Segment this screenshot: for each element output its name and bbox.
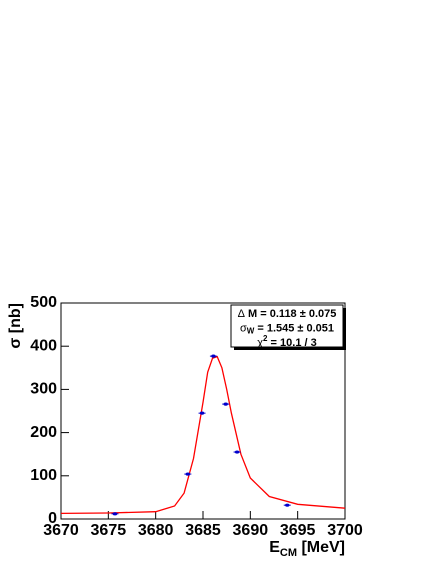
stat-box: [230, 304, 344, 348]
x-tick-label: 3685: [185, 522, 221, 539]
data-point: [211, 354, 216, 358]
fit-curve: [60, 355, 346, 515]
x-tick-label: 3690: [233, 522, 269, 539]
x-tick-label: 3675: [91, 522, 127, 539]
stat-text: = 1.545 ± 0.051: [254, 322, 334, 334]
x-tick-label: 3695: [280, 522, 316, 539]
stat-line: σW = 1.545 ± 0.051: [240, 322, 334, 335]
data-point: [234, 450, 240, 454]
stat-line: χ2 = 10.1 / 3: [257, 334, 316, 349]
data-point: [185, 472, 191, 476]
y-tick-label: 200: [30, 424, 57, 441]
data-point: [199, 411, 205, 415]
stat-sup: 2: [263, 334, 268, 343]
x-label-rest: [MeV]: [297, 539, 345, 556]
stat-line: Δ M = 0.118 ± 0.075: [238, 308, 337, 320]
data-point: [112, 512, 118, 516]
x-label-main: E: [269, 539, 280, 556]
y-tick-label: 100: [30, 467, 57, 484]
stat-symbol: σ: [240, 322, 247, 334]
y-tick-label: 0: [48, 510, 57, 527]
x-axis-label: ECM [MeV]: [269, 539, 345, 559]
stats: Δ M = 0.118 ± 0.075 σW = 1.545 ± 0.051χ2 …: [238, 308, 337, 349]
stat-text: = 10.1 / 3: [268, 337, 317, 349]
data-point: [285, 503, 290, 507]
x-label-sub: CM: [280, 547, 297, 559]
y-tick-label: 500: [30, 294, 57, 311]
data-point: [223, 402, 228, 406]
stat-symbol: χ: [257, 337, 263, 349]
x-tick-label: 3700: [327, 522, 363, 539]
x-tick-label: 3670: [43, 522, 79, 539]
y-tick-label: 400: [30, 337, 57, 354]
y-tick-label: 300: [30, 381, 57, 398]
stat-text: M = 0.118 ± 0.075: [245, 308, 336, 320]
y-axis-label: σ [nb]: [7, 303, 24, 349]
stat-sub: W: [247, 327, 255, 336]
x-tick-label: 3680: [138, 522, 174, 539]
stat-symbol: Δ: [238, 308, 246, 320]
